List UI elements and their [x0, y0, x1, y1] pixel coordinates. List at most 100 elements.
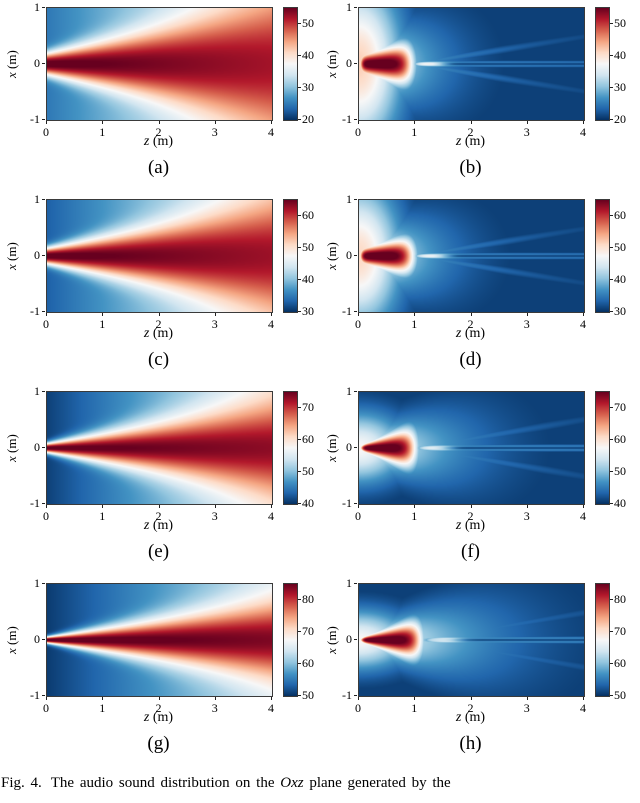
y-tick-label: 0	[34, 632, 40, 646]
x-tick-label: 1	[411, 317, 418, 331]
x-axis-label: z (m)	[455, 710, 486, 725]
x-tick-mark	[214, 313, 216, 316]
x-tick-label: 2	[155, 701, 162, 715]
x-tick-mark	[271, 313, 272, 316]
heatmap-canvas-h	[358, 583, 585, 697]
x-tick-label: 4	[580, 701, 586, 715]
y-tick-label: -1	[30, 112, 40, 126]
heatmap-canvas-b	[358, 7, 585, 121]
y-axis-label: x (m)	[4, 242, 19, 270]
x-tick-label: 3	[523, 125, 530, 139]
x-tick-mark	[46, 121, 47, 124]
x-tick-mark	[158, 505, 160, 508]
x-tick-label: 2	[467, 317, 474, 331]
x-tick-mark	[526, 505, 528, 508]
colorbar-tick-mark	[298, 599, 301, 600]
x-tick-mark	[158, 121, 160, 124]
x-tick-mark	[46, 313, 47, 316]
y-tick-mark	[354, 639, 357, 640]
y-tick-label: 1	[346, 0, 352, 14]
x-tick-label: 4	[268, 509, 274, 523]
colorbar-tick-label: 30	[302, 80, 314, 94]
subplot-g: x (m) z (m) (g) 0 1 2 3 4 1 0 -1 50 60 70 80	[0, 576, 320, 768]
x-tick-label: 3	[211, 509, 218, 523]
x-tick-mark	[358, 505, 359, 508]
figure-caption: Fig. 4. The audio sound distribution on t…	[0, 768, 640, 803]
y-tick-label: 0	[346, 632, 352, 646]
colorbar-tick-mark	[298, 663, 301, 664]
x-tick-mark	[583, 313, 584, 316]
colorbar-tick-label: 50	[302, 464, 314, 478]
y-tick-label: 1	[34, 384, 40, 398]
y-tick-mark	[42, 311, 45, 312]
colorbar-tick-mark	[298, 247, 301, 248]
colorbar-f	[595, 391, 610, 505]
colorbar-tick-label: 40	[302, 272, 314, 286]
y-tick-label: 0	[34, 248, 40, 262]
colorbar-tick-label: 30	[614, 304, 626, 318]
y-tick-mark	[354, 503, 357, 504]
x-tick-mark	[583, 505, 584, 508]
x-tick-mark	[526, 313, 528, 316]
colorbar-tick-label: 70	[302, 400, 314, 414]
x-tick-label: 2	[467, 701, 474, 715]
colorbar-tick-label: 20	[302, 112, 314, 126]
x-tick-label: 3	[211, 125, 218, 139]
x-tick-mark	[102, 697, 104, 700]
x-tick-label: 2	[155, 125, 162, 139]
heatmap-canvas-e	[46, 391, 273, 505]
panel-letter: (a)	[147, 157, 170, 178]
caption-math-oxz: Oxz	[280, 775, 304, 791]
y-tick-label: 1	[34, 0, 40, 14]
y-axis-label: x (m)	[4, 50, 19, 78]
y-tick-mark	[354, 119, 357, 120]
x-tick-mark	[583, 697, 584, 700]
colorbar-tick-mark	[610, 279, 613, 280]
x-tick-label: 1	[99, 701, 106, 715]
x-axis-label: z (m)	[143, 134, 174, 149]
subplot-f: x (m) z (m) (f) 0 1 2 3 4 1 0 -1 40 50 60 70	[320, 384, 640, 576]
panel-letter: (b)	[459, 157, 482, 178]
y-tick-mark	[42, 695, 45, 696]
y-axis-label: x (m)	[4, 434, 19, 462]
subplot-h: x (m) z (m) (h) 0 1 2 3 4 1 0 -1 50 60 70 80	[320, 576, 640, 768]
colorbar-tick-mark	[298, 695, 301, 696]
colorbar-tick-label: 60	[302, 656, 314, 670]
heatmap-canvas-d	[358, 199, 585, 313]
colorbar-tick-label: 40	[614, 272, 626, 286]
x-tick-label: 3	[523, 317, 530, 331]
colorbar-tick-mark	[610, 119, 613, 120]
colorbar-tick-label: 50	[614, 240, 626, 254]
colorbar-tick-mark	[610, 87, 613, 88]
caption-text: The audio sound distribution on the	[50, 775, 281, 791]
x-tick-mark	[102, 505, 104, 508]
colorbar-tick-mark	[610, 215, 613, 216]
colorbar-tick-mark	[610, 631, 613, 632]
x-tick-mark	[470, 697, 472, 700]
y-tick-label: -1	[342, 496, 352, 510]
colorbar-tick-label: 50	[614, 16, 626, 30]
x-tick-mark	[414, 697, 416, 700]
panel-letter: (f)	[461, 541, 480, 562]
x-tick-label: 4	[580, 125, 586, 139]
y-tick-mark	[354, 63, 357, 64]
x-tick-label: 2	[155, 509, 162, 523]
y-tick-mark	[42, 391, 45, 392]
y-axis-label: x (m)	[4, 626, 19, 654]
x-tick-mark	[271, 505, 272, 508]
x-tick-label: 4	[580, 509, 586, 523]
colorbar-tick-mark	[610, 407, 613, 408]
y-tick-mark	[42, 583, 45, 584]
y-tick-label: 1	[34, 192, 40, 206]
x-tick-label: 4	[268, 701, 274, 715]
subplot-e: x (m) z (m) (e) 0 1 2 3 4 1 0 -1 40 50 60 70	[0, 384, 320, 576]
colorbar-tick-label: 50	[302, 16, 314, 30]
y-tick-label: 0	[346, 440, 352, 454]
y-tick-mark	[42, 7, 45, 8]
colorbar-tick-label: 80	[302, 592, 314, 606]
x-tick-mark	[414, 121, 416, 124]
colorbar-tick-label: 50	[614, 464, 626, 478]
panel-letter: (e)	[147, 541, 170, 562]
y-tick-mark	[42, 63, 45, 64]
colorbar-tick-label: 50	[614, 688, 626, 702]
